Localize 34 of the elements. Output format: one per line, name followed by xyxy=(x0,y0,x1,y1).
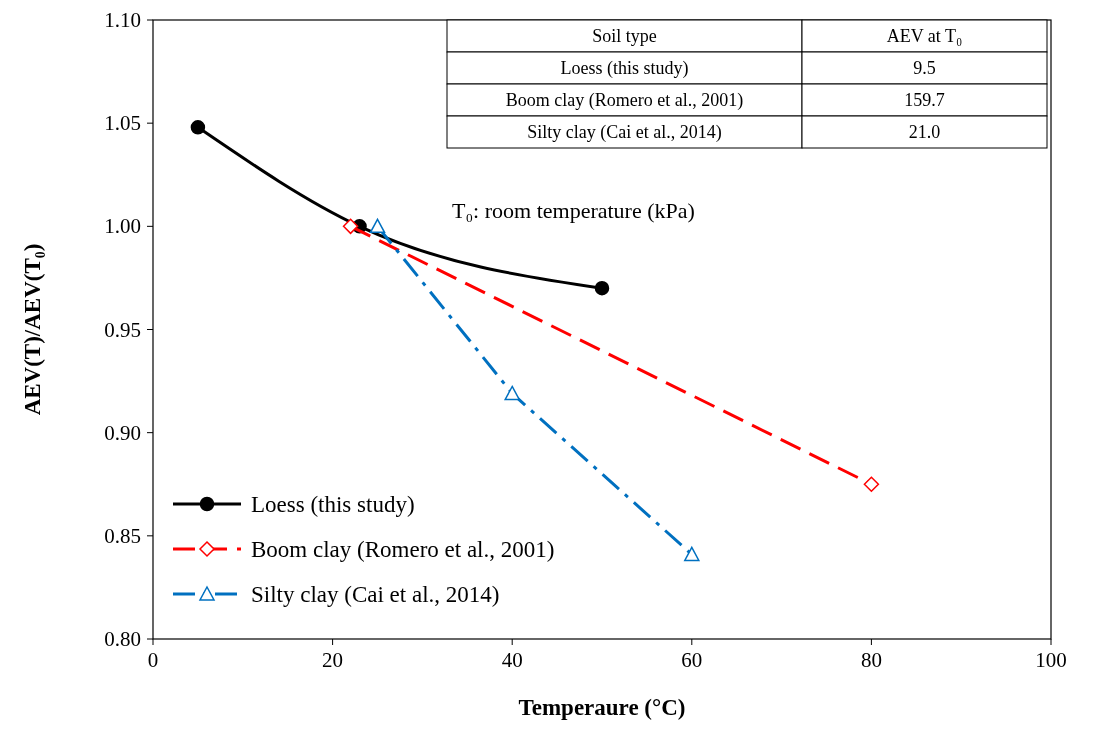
annotation: 159.7 xyxy=(904,90,945,110)
point xyxy=(504,385,520,401)
annotation: 21.0 xyxy=(908,122,941,142)
x-axis-title: Temperaure (°C) xyxy=(518,695,686,720)
annotation: T₀: room temperature (kPa) xyxy=(452,198,695,223)
legend-label: Boom clay (Romero et al., 2001) xyxy=(251,537,555,562)
point xyxy=(342,218,359,235)
x-tick-label: 60 xyxy=(681,648,703,672)
x-tick-label: 40 xyxy=(501,648,523,672)
x-tick-label: 100 xyxy=(1035,648,1067,672)
y-tick-label: 1.05 xyxy=(104,111,141,136)
x-tick-label: 0 xyxy=(147,648,159,672)
y-tick-label: 0.90 xyxy=(104,420,141,445)
annotation: Loess (this study) xyxy=(560,58,689,79)
annotation: AEV at T₀ xyxy=(886,26,963,46)
y-tick-label: 0.85 xyxy=(104,523,141,548)
x-tick-label: 20 xyxy=(322,648,344,672)
annotation: Soil type xyxy=(592,26,657,46)
y-tick-label: 0.80 xyxy=(104,627,141,651)
y-tick-label: 1.10 xyxy=(104,8,141,32)
annotation: 9.5 xyxy=(913,58,936,78)
point xyxy=(594,280,610,296)
point xyxy=(684,546,700,562)
point xyxy=(863,476,880,492)
y-tick-label: 0.95 xyxy=(104,317,141,342)
legend-label: Silty clay (Cai et al., 2014) xyxy=(251,582,500,607)
annotation: Boom clay (Romero et al., 2001) xyxy=(505,90,744,111)
annotation: Silty clay (Cai et al., 2014) xyxy=(527,122,722,143)
point xyxy=(369,218,386,234)
y-tick-label: 1.00 xyxy=(104,214,141,239)
legend-label: Loess (this study) xyxy=(251,492,415,517)
x-tick-label: 80 xyxy=(860,648,882,672)
y-axis-title: AEV(T)/AEV(T₀) xyxy=(20,243,45,416)
point xyxy=(190,120,206,135)
